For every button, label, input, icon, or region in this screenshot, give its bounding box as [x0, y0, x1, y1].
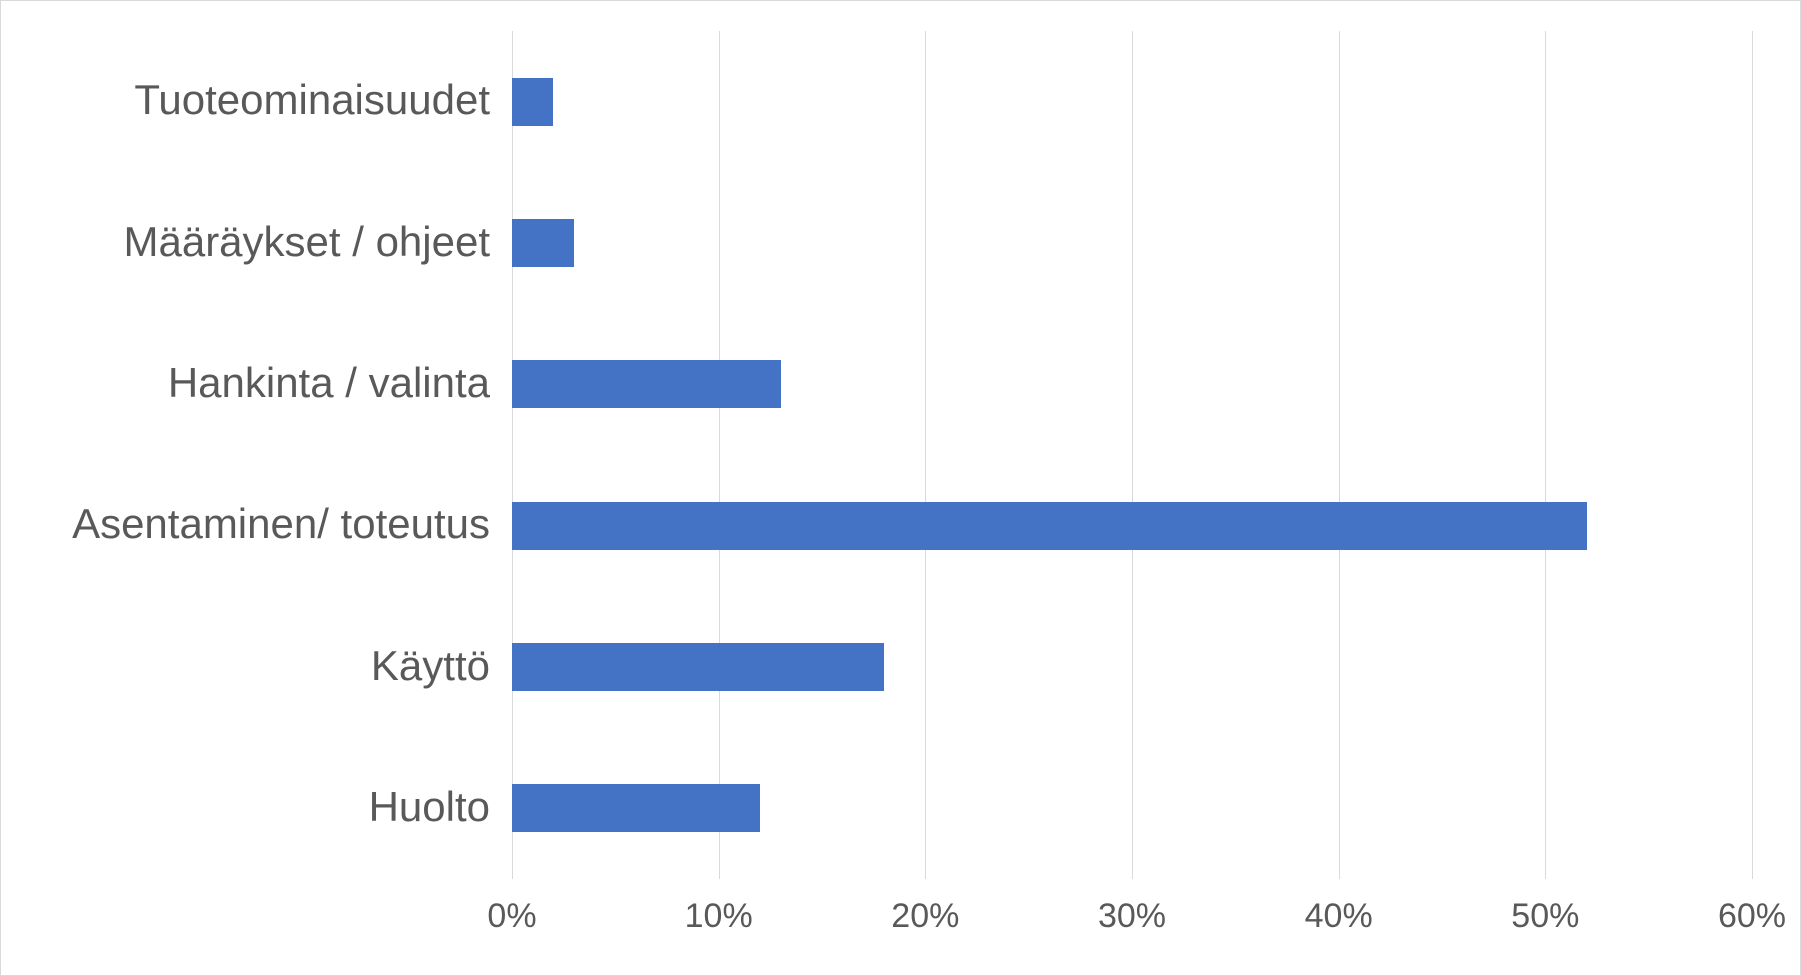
bar: [512, 360, 781, 408]
x-tick-label: 50%: [1511, 897, 1579, 936]
bar: [512, 219, 574, 267]
gridline: [925, 31, 926, 879]
bar-row: [512, 219, 1752, 267]
bar: [512, 78, 553, 126]
gridline: [719, 31, 720, 879]
y-category-label: Hankinta / valinta: [168, 359, 490, 407]
x-tick-label: 30%: [1098, 897, 1166, 936]
bar: [512, 784, 760, 832]
bar: [512, 643, 884, 691]
bar-row: [512, 502, 1752, 550]
y-category-label: Huolto: [369, 783, 490, 831]
x-tick-label: 10%: [685, 897, 753, 936]
chart-frame: 0% 10% 20% 30% 40% 50% 60% Tuoteominaisuudet Mää…: [0, 0, 1801, 976]
x-tick-label: 40%: [1305, 897, 1373, 936]
bar-row: [512, 643, 1752, 691]
gridline: [1339, 31, 1340, 879]
y-category-label: Käyttö: [371, 642, 490, 690]
y-category-label: Määräykset / ohjeet: [123, 218, 490, 266]
gridline: [1132, 31, 1133, 879]
plot-area: [512, 31, 1752, 879]
x-tick-label: 60%: [1718, 897, 1786, 936]
bar: [512, 502, 1587, 550]
x-tick-label: 0%: [487, 897, 536, 936]
y-category-label: Asentaminen/ toteutus: [72, 500, 490, 548]
x-tick-label: 20%: [891, 897, 959, 936]
bar-row: [512, 78, 1752, 126]
gridline: [1545, 31, 1546, 879]
bar-row: [512, 360, 1752, 408]
y-category-label: Tuoteominaisuudet: [134, 76, 490, 124]
gridline: [1752, 31, 1753, 879]
bar-row: [512, 784, 1752, 832]
gridline: [512, 31, 513, 879]
